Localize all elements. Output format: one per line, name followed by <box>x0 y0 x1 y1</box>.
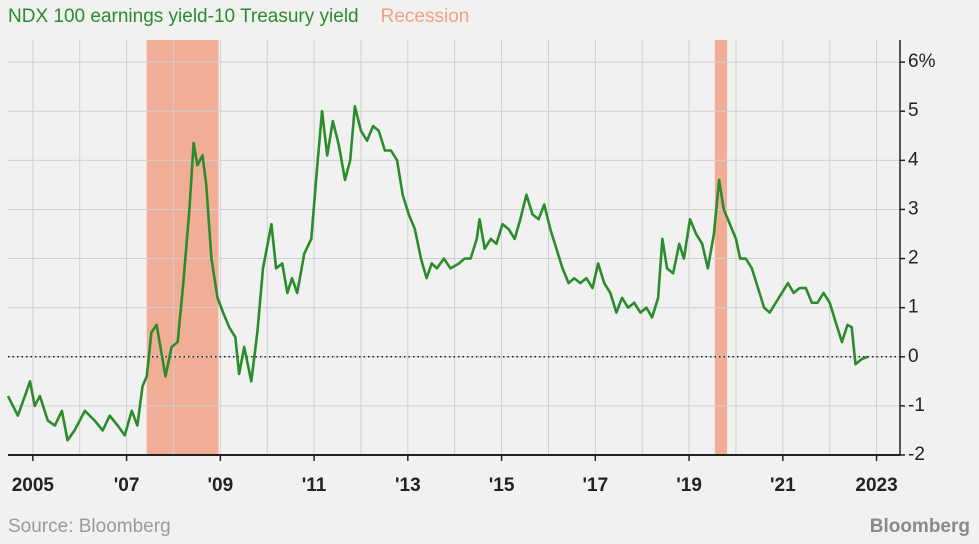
y-tick-label: -1 <box>908 395 925 416</box>
x-tick-label: '19 <box>676 475 702 496</box>
series-line <box>6 105 869 442</box>
logo: Bloomberg <box>870 516 970 537</box>
legend-series: NDX 100 earnings yield-10 Treasury yield <box>8 6 359 27</box>
y-tick-label: 4 <box>908 149 919 170</box>
y-tick-label: 0 <box>908 346 919 367</box>
x-tick-label: '21 <box>770 475 796 496</box>
y-tick-label: 5 <box>908 100 919 121</box>
x-tick-label: 2023 <box>855 475 897 496</box>
source: Source: Bloomberg <box>8 516 171 537</box>
x-tick-label: '09 <box>208 475 234 496</box>
x-tick-label: '17 <box>582 475 608 496</box>
x-tick-label: '13 <box>395 475 421 496</box>
y-tick-label: 3 <box>908 198 919 219</box>
y-tick-label: -2 <box>908 444 925 465</box>
recession-band <box>146 40 219 455</box>
legend-recession: Recession <box>381 6 470 27</box>
x-tick-label: '15 <box>489 475 515 496</box>
y-tick-label: 2 <box>908 248 919 269</box>
y-tick-label: 1 <box>908 297 919 318</box>
y-tick-label: 6% <box>908 51 936 72</box>
x-tick-label: '11 <box>302 475 327 496</box>
x-tick-label: '07 <box>114 475 140 496</box>
recession-band <box>714 40 728 455</box>
x-tick-label: 2005 <box>12 475 55 496</box>
